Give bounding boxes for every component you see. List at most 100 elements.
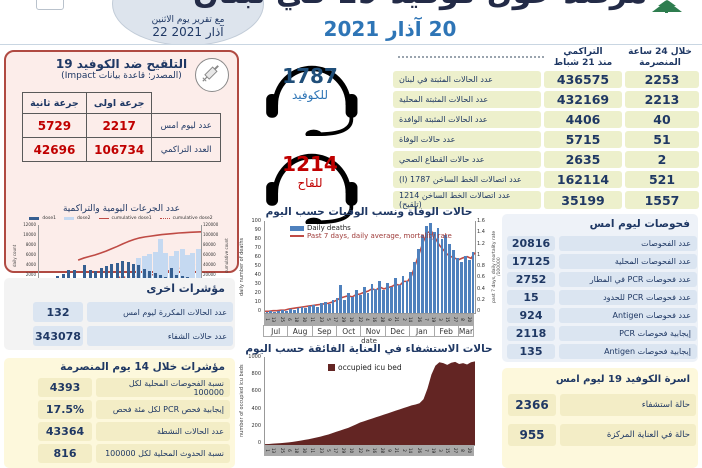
- x-tick-band: 1 13 25 6 18 30 11 23 5 17 29 10 22 4 16 28 9 21 2 14 26 7 19 3…: [264, 445, 474, 456]
- legend-cum-dose1: cumulative dose1: [98, 216, 152, 221]
- report-date: 20 آذار 2021: [323, 17, 457, 41]
- vaccine-chart-caption: عدد الجرعات اليومية والتراكمية: [62, 204, 181, 214]
- chart-bar: [354, 290, 358, 313]
- line-layer: [265, 221, 475, 313]
- month-label: Dec: [384, 325, 411, 337]
- hotline-label: للقاح: [297, 176, 323, 190]
- chart-bar: [456, 257, 459, 313]
- bubble-line2: 22 آذار 2021: [152, 25, 224, 39]
- chart-bar: [300, 307, 304, 313]
- table-row: عدد الحالات المثبتة المحلية 432169 2213: [393, 91, 699, 108]
- y-ticks-left: 1000 800 600 400 200 0: [248, 354, 261, 446]
- chart-bar: [370, 283, 374, 313]
- chart-bar: [471, 252, 475, 313]
- chart-bar: [323, 301, 327, 313]
- list-item: 43364 عدد الحالات النشطة: [38, 422, 230, 441]
- header-divider: [0, 44, 702, 45]
- indicator-label: عدد الحالات المكررة ليوم امس: [87, 302, 233, 322]
- chart-bar: [366, 292, 370, 313]
- chart-bar: [351, 297, 354, 313]
- other-indicators-panel: مؤشرات اخرى 132 عدد الحالات المكررة ليوم…: [4, 278, 235, 350]
- list-item: 135 إيجابية فحوصات Antigen: [507, 344, 697, 359]
- cumulative-value: 432169: [544, 91, 622, 108]
- chart-title: حالات الوفاة ونسب الوفيات حسب اليوم: [265, 206, 473, 218]
- month-axis: Jul Aug Sep Oct Nov Dec Jan Feb Mar: [263, 325, 475, 337]
- chart-bar: [393, 278, 397, 313]
- cumulative-value: 2635: [544, 151, 622, 168]
- area-layer: [265, 361, 475, 445]
- chart-bar: [115, 262, 119, 287]
- list-item: 2366 حالة استشفاء: [508, 394, 696, 416]
- chart-bar: [331, 300, 335, 313]
- chart-bar: [179, 248, 185, 287]
- last24h-value: 2253: [625, 71, 699, 88]
- month-label: Jan: [409, 325, 435, 337]
- chart-legend: occupied icu bed: [328, 363, 402, 372]
- chart-bar: [126, 262, 130, 287]
- col-header-cumulative: التراكمي منذ 21 شباط: [546, 47, 620, 69]
- chart-bar: [374, 289, 378, 313]
- row-label: عدد اتصالات الخط الساخن 1214 (تلقيح): [393, 191, 541, 209]
- indicator-label: عدد حالات الشفاء: [87, 326, 233, 346]
- row-label: العدد التراكمي: [151, 137, 221, 162]
- fourteen-day-panel: مؤشرات خلال 14 يوم المنصرمة 4393 نسبة ال…: [4, 358, 235, 468]
- last24h-value: 2: [625, 151, 699, 168]
- chart-bar: [83, 264, 87, 287]
- chart-bar: [440, 239, 444, 313]
- legend-dose1: dose1: [29, 216, 56, 221]
- indicator-label: نسبة الحدوث المحلية لكل 100000: [96, 444, 230, 463]
- chart-bar: [467, 259, 471, 313]
- chart-bar: [137, 264, 141, 287]
- table-row: عدد اتصالات الخط الساخن 1787 (ا) 162114 …: [393, 171, 699, 188]
- row-label: عدد الحالات المثبتة في لبنان: [393, 71, 541, 88]
- chart-bar: [169, 267, 173, 287]
- list-item: 4393 نسبة الفحوصات المحلية لكل 100000: [38, 378, 230, 397]
- chart-legend: Daily deaths Past 7 days, daily average,…: [290, 224, 452, 240]
- test-value: 924: [507, 308, 555, 323]
- last24h-value: 40: [625, 111, 699, 128]
- chart-bar: [269, 311, 273, 313]
- hotline-number: 1787: [282, 64, 338, 88]
- vaccine-doses-chart: dose1 dose2 cumulative dose1 cumulative …: [12, 216, 230, 306]
- month-label: Oct: [336, 325, 362, 337]
- chart-bar: [413, 262, 417, 313]
- bubble-text: مع تقرير يوم الاثنين 22 آذار 2021: [113, 15, 263, 39]
- cumulative-value: 4406: [544, 111, 622, 128]
- other-indicators-title: مؤشرات اخرى: [146, 282, 225, 295]
- table-row: عدد الحالات المثبتة الوافدة 4406 40: [393, 111, 699, 128]
- first-dose-value: 2217: [85, 113, 153, 138]
- chart-bar: [452, 250, 455, 313]
- syringe-icon: [195, 58, 229, 92]
- chart-bar: [308, 305, 312, 313]
- legend-daily-deaths: Daily deaths: [290, 224, 452, 232]
- first-dose-value: 106734: [85, 137, 153, 162]
- indicator-label: نسبة الفحوصات المحلية لكل 100000: [96, 378, 230, 397]
- chart-bar: [284, 311, 288, 313]
- list-item: 343078 عدد حالات الشفاء: [33, 326, 233, 346]
- row-label: عدد اتصالات الخط الساخن 1787 (ا): [393, 171, 541, 188]
- test-value: 15: [507, 290, 555, 305]
- hotline-number: 1214: [282, 152, 338, 176]
- chart-bar: [104, 266, 108, 287]
- chart-bar: [316, 306, 319, 313]
- chart-bar: [121, 261, 125, 287]
- report-date-bubble: مع تقرير يوم الاثنين 22 آذار 2021: [112, 0, 264, 45]
- list-item: 17125 عدد الفحوصات المحلية: [507, 254, 697, 269]
- y-axis-label-left: daily number of deaths: [239, 237, 245, 297]
- x-tick-band: 1 13 25 6 18 30 11 23 5 17 29 10 22 4 16 28 9 21 2 14 26 7 19 3…: [264, 314, 474, 325]
- table-row: عدد الحالات المثبتة في لبنان 436575 2253: [393, 71, 699, 88]
- chart-bar: [195, 248, 201, 287]
- test-value: 17125: [507, 254, 555, 269]
- chart-bar: [152, 252, 158, 287]
- test-label: عدد الفحوصات: [559, 236, 697, 251]
- chart-bar: [335, 298, 339, 313]
- chart-bar: [265, 312, 269, 313]
- test-value: 2118: [507, 326, 555, 341]
- chart-bar: [339, 285, 343, 313]
- list-item: 132 عدد الحالات المكررة ليوم امس: [33, 302, 233, 322]
- page-header: مع تقرير يوم الاثنين 22 آذار 2021 مرصد ح…: [0, 0, 702, 45]
- chart-bar: [358, 294, 362, 313]
- beds-label: حالة استشفاء: [560, 394, 696, 416]
- second-dose-value: 42696: [22, 137, 87, 162]
- indicator-value: 4393: [38, 378, 92, 397]
